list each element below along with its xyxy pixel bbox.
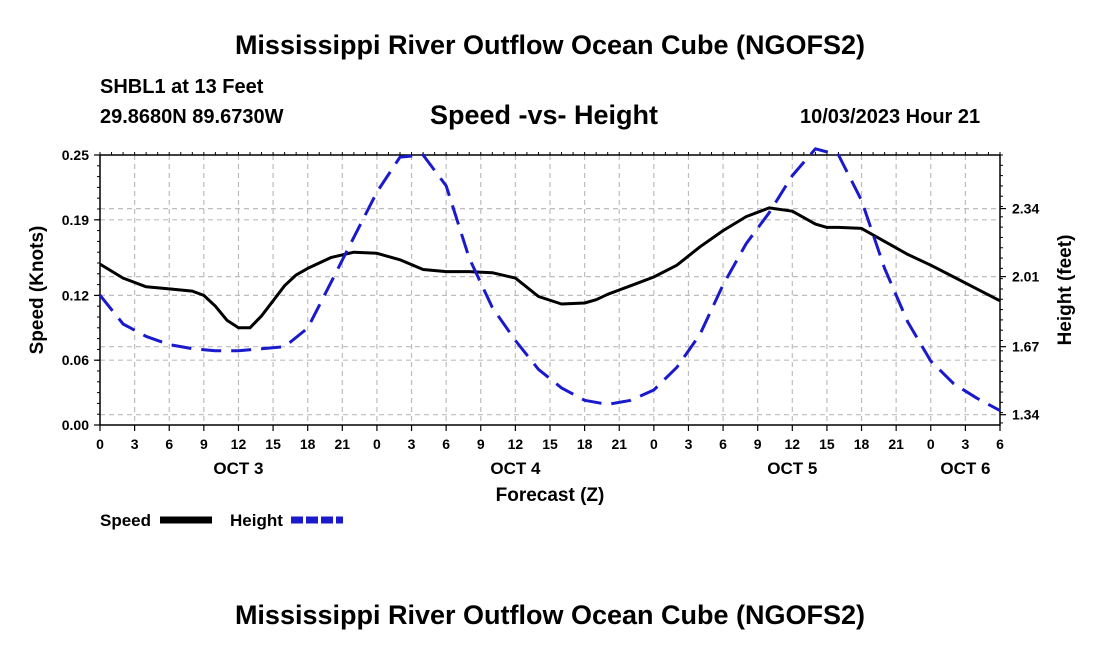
datetime-label: 10/03/2023 Hour 21 [800,106,981,128]
x-tick-label: 3 [685,436,693,452]
x-tick-label: 9 [754,436,762,452]
speed-series-line [99,206,1001,330]
x-tick-label: 9 [200,436,208,452]
height-series-line [98,147,1001,412]
y2-tick-label: 2.34 [1012,201,1039,217]
x-tick-label: 12 [785,436,801,452]
plot-title: Speed -vs- Height [430,100,659,130]
x-tick-label: 0 [373,436,381,452]
x-tick-label: 3 [961,436,969,452]
x-tick-label: 3 [131,436,139,452]
x-tick-label: 15 [265,436,281,452]
x-tick-label: 18 [577,436,593,452]
y-tick-label: 0.12 [62,287,89,303]
x-axis-title: Forecast (Z) [496,485,605,506]
y2-tick-label: 1.34 [1012,407,1039,423]
day-label: OCT 4 [490,459,541,478]
x-tick-label: 12 [508,436,524,452]
day-label: OCT 5 [767,459,817,478]
x-tick-label: 6 [719,436,727,452]
x-tick-label: 12 [231,436,247,452]
y-tick-label: 0.25 [62,147,89,163]
legend-label-height: Height [230,511,283,530]
x-tick-label: 18 [854,436,870,452]
chart-main-title: Mississippi River Outflow Ocean Cube (NG… [234,30,866,60]
x-tick-label: 3 [408,436,416,452]
x-tick-label: 0 [650,436,658,452]
x-tick-label: 0 [927,436,935,452]
y-axis-title: Speed (Knots) [27,226,48,355]
x-tick-label: 6 [442,436,450,452]
x-tick-label: 9 [477,436,485,452]
x-tick-label: 6 [165,436,173,452]
x-tick-label: 21 [335,436,351,452]
x-tick-label: 0 [96,436,104,452]
station-label: SHBL1 at 13 Feet [100,76,264,98]
y-tick-label: 0.06 [62,352,89,368]
x-tick-label: 18 [300,436,316,452]
x-tick-label: 15 [819,436,835,452]
day-label: OCT 3 [213,459,263,478]
y-tick-label: 0.00 [62,417,89,433]
y-tick-label: 0.19 [62,212,89,228]
y2-axis-title: Height (feet) [1055,235,1076,346]
y2-tick-label: 1.67 [1012,339,1039,355]
legend-label-speed: Speed [100,511,151,530]
y2-tick-label: 2.01 [1012,269,1039,285]
repeated-chart-title: Mississippi River Outflow Ocean Cube (NG… [234,600,866,630]
day-label: OCT 6 [940,459,990,478]
x-tick-label: 21 [611,436,627,452]
x-tick-label: 6 [996,436,1004,452]
x-tick-label: 15 [542,436,558,452]
x-tick-label: 21 [888,436,904,452]
coordinates-label: 29.8680N 89.6730W [100,106,284,128]
